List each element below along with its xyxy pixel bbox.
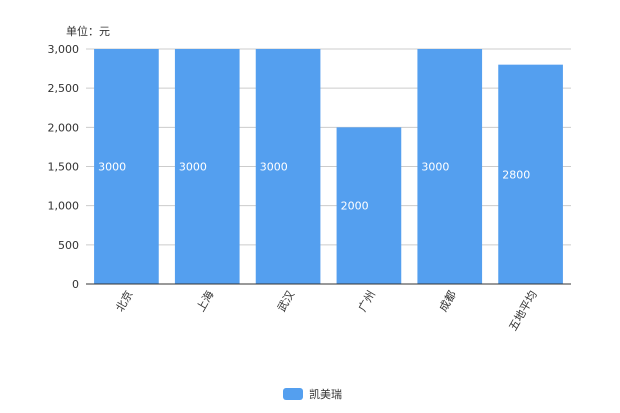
data-label: 3000 xyxy=(421,161,449,174)
y-tick-label: 3,000 xyxy=(48,43,80,56)
y-tick-label: 2,000 xyxy=(48,121,80,134)
data-label: 3000 xyxy=(260,161,288,174)
bar[interactable] xyxy=(336,127,402,284)
y-tick-label: 500 xyxy=(58,239,79,252)
data-label: 3000 xyxy=(98,161,126,174)
legend-swatch[interactable] xyxy=(283,388,303,400)
bars: 3000 3000 3000 2000 3000 2800 xyxy=(94,49,563,285)
x-tick-label: 五地平均 xyxy=(507,289,540,334)
data-label: 2000 xyxy=(341,200,369,213)
x-tick-label: 成都 xyxy=(437,289,459,315)
x-axis-labels: 北京 上海 武汉 广州 成都 五地平均 xyxy=(112,288,539,333)
bar[interactable] xyxy=(417,49,483,284)
y-tick-label: 1,000 xyxy=(48,200,80,213)
bar[interactable] xyxy=(498,64,563,285)
bar[interactable] xyxy=(94,49,159,284)
x-tick-label: 北京 xyxy=(112,288,135,314)
x-tick-label: 广州 xyxy=(356,289,378,315)
y-tick-label: 1,500 xyxy=(48,161,80,174)
x-tick-label: 武汉 xyxy=(275,289,297,315)
grid-lines xyxy=(86,48,571,246)
unit-label: 单位：元 xyxy=(66,24,110,38)
legend-label[interactable]: 凯美瑞 xyxy=(309,387,342,401)
x-tick-label: 上海 xyxy=(193,288,216,314)
legend[interactable]: 凯美瑞 xyxy=(283,387,342,401)
data-label: 3000 xyxy=(179,161,207,174)
bar[interactable] xyxy=(174,49,240,284)
y-axis-ticks: 0 500 1,000 1,500 2,000 2,500 3,000 xyxy=(48,43,80,291)
bar[interactable] xyxy=(255,49,321,284)
data-label: 2800 xyxy=(502,168,530,181)
y-tick-label: 2,500 xyxy=(48,82,80,95)
y-tick-label: 0 xyxy=(72,278,79,291)
